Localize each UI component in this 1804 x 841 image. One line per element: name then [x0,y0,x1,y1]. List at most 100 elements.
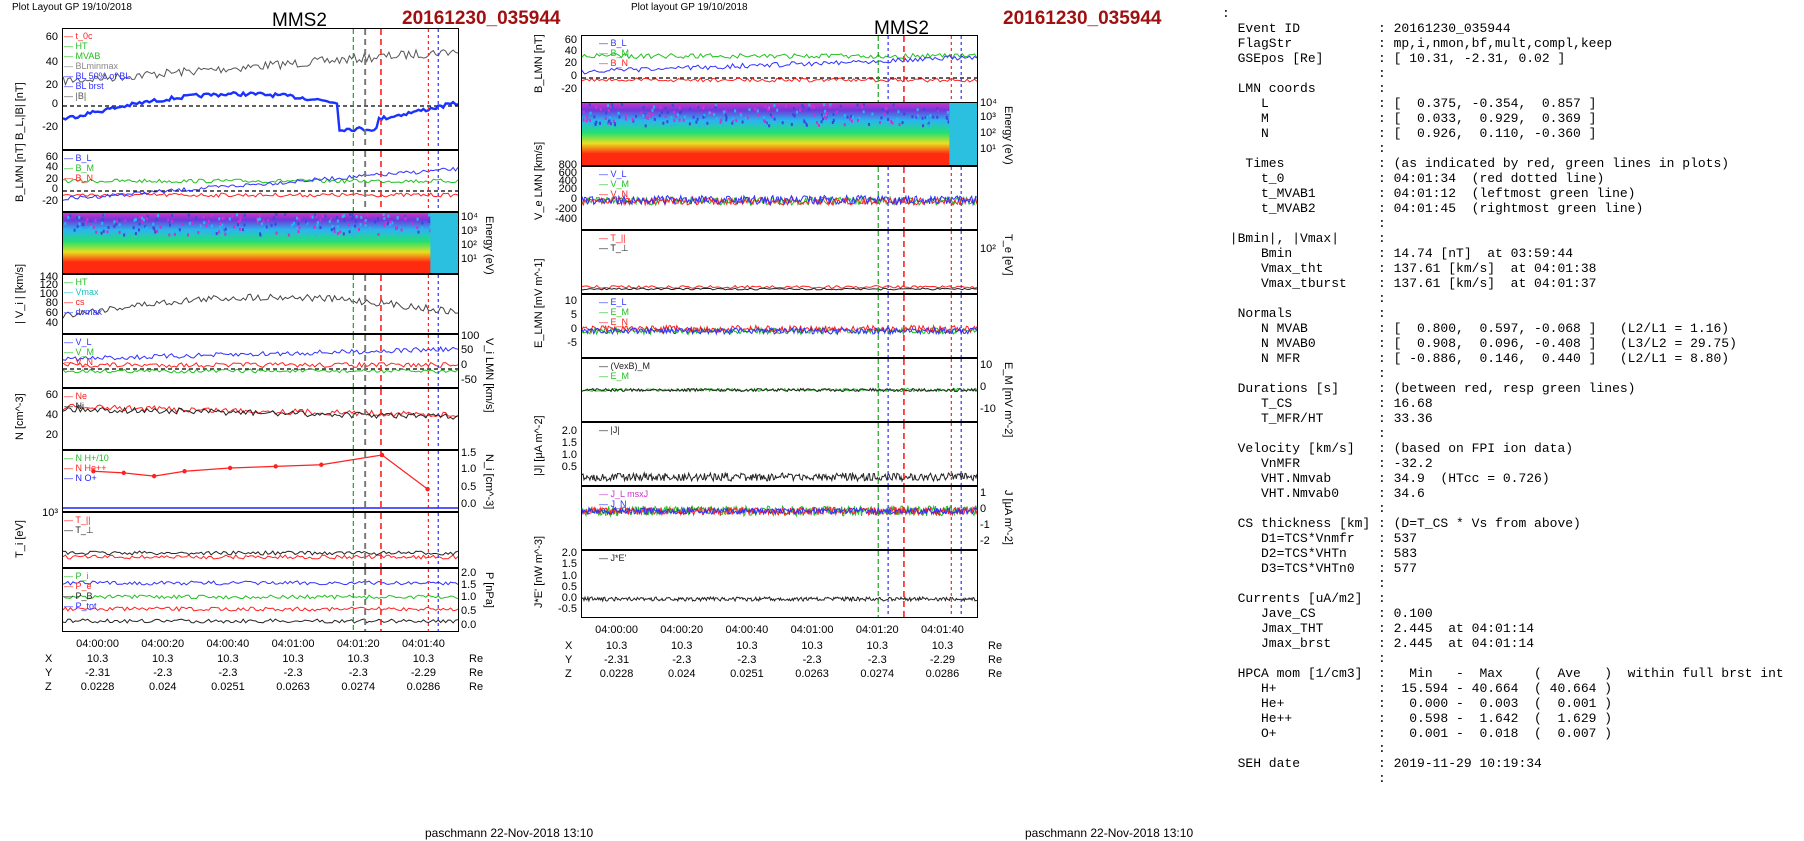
right-title: MMS2 [874,18,929,39]
left-panel-8-plot [62,569,459,631]
right-panel-3-plot [581,231,978,293]
right-panel-3 [581,230,978,294]
right-pos-X-5: 10.3 [931,640,954,652]
left-panel-8-series-3 [62,618,459,624]
right-panel-4-ytick-1: 5 [570,309,577,321]
left-panel-0-series-1 [62,90,459,133]
left-pos-Z-0: 0.0228 [80,681,115,693]
left-legend-item: — B_N [64,173,94,183]
right-panel-1-ylabel: Energy (eV) [1002,106,1014,165]
right-panel-8-legend: — J*E' [599,553,626,563]
right-legend-item: — V_L [599,169,627,179]
left-panel-4-legend: — V_L — V_M — V_N [64,337,94,367]
right-panel-3-rtick-0: 10² [980,243,996,255]
right-pos-unit: Re [988,668,1003,680]
left-time-tick-4: 04:01:20 [336,638,380,650]
right-panel-0-ytick-0: 60 [564,34,577,46]
right-legend-item: — V_N [599,189,629,199]
left-panel-4-rtick-2: 0 [461,359,468,371]
left-legend-item: — N H+/10 [64,453,109,463]
left-legend-item: — HT [64,41,88,51]
left-panel-3-ytick-0: 140 [39,271,58,283]
right-panel-3-ylabel: T_e [eV] [1002,234,1014,276]
left-legend-item: — |B| [64,91,87,101]
left-panel-4-plot [62,335,459,387]
right-legend-item: — T_⊥ [599,243,629,253]
right-pos-X-1: 10.3 [671,640,693,652]
left-panel-5-ytick-1: 40 [45,409,58,421]
left-pos-unit: Re [469,681,484,693]
right-panel-2-plot [581,167,978,229]
left-pos-label-Y: Y [45,667,53,679]
left-legend-item: — B_L [64,153,92,163]
right-pos-Z-5: 0.0286 [925,668,960,680]
right-panel-6-plot [581,423,978,485]
right-panel-1-rtick-2: 10² [980,127,996,139]
right-pos-Z-0: 0.0228 [599,668,634,680]
right-panel-4-plot [581,295,978,357]
left-legend-item: — P_i [64,571,89,581]
right-panel-8-ytick-3: 0.5 [561,581,577,593]
right-pos-unit: Re [988,640,1003,652]
left-panel-2-ylabel: Energy (eV) [483,216,495,275]
right-pos-Y-4: -2.3 [867,654,887,666]
right-panel-1-rtick-0: 10⁴ [980,97,997,109]
he-point [91,469,96,474]
right-time-tick-1: 04:00:20 [660,624,704,636]
left-panel-5-series-0 [62,403,459,419]
left-panel-1-ytick-2: 20 [45,173,58,185]
left-panel-0-ytick-3: 0 [51,98,58,110]
right-pos-unit: Re [988,654,1003,666]
right-footer: paschmann 22-Nov-2018 13:10 [1025,826,1194,840]
he-point [227,465,233,471]
left-panel-2 [62,212,459,274]
left-panel-0-ytick-4: -20 [42,121,58,133]
right-pos-X-4: 10.3 [866,640,888,652]
left-panel-1-ytick-3: 0 [51,183,58,195]
left-legend-item: — BLminmax [64,61,119,71]
right-panel-1 [581,102,978,166]
left-panel-8-rtick-2: 1.0 [461,591,477,603]
right-panel-8-ytick-5: -0.5 [558,603,577,615]
left-panel-5-ylabel: N [cm^-3] [14,393,26,440]
left-pos-Y-3: -2.3 [283,667,303,679]
he-series-line [93,454,428,490]
left-panel-8-series-2 [62,606,459,612]
right-panel-6-ytick-3: 0.5 [561,461,577,473]
right-legend-item: — T_|| [599,233,626,243]
left-panel-7-legend: — T_|| — T_⊥ [64,515,94,535]
left-legend-item: — BL 50% of BL [64,71,131,81]
left-legend-item: — T_⊥ [64,525,94,535]
right-panel-0-series-2 [581,55,978,75]
right-panel-7-rtick-3: -2 [980,535,990,547]
left-pos-X-5: 10.3 [412,653,435,665]
left-panel-5-plot [62,389,459,449]
right-panel-4-ytick-0: 10 [564,295,577,307]
left-pos-unit: Re [469,667,484,679]
right-panel-1-rtick-3: 10¹ [980,143,996,155]
right-pos-X-2: 10.3 [736,640,758,652]
right-panel-6-ytick-2: 1.0 [561,449,577,461]
left-panel-1 [62,150,459,212]
right-panel-7 [581,486,978,550]
right-panel-8-ytick-1: 1.5 [561,558,577,570]
left-pos-X-3: 10.3 [282,653,304,665]
right-panel-8-ylabel: J*E' [nW m^-3] [533,535,545,608]
right-panel-5-rtick-2: -10 [980,403,996,415]
right-legend-item: — J_N [599,499,627,509]
right-panel-7-series-2 [581,506,978,516]
right-pos-Y-5: -2.29 [929,654,955,666]
left-panel-3-ytick-5: 40 [45,317,58,329]
left-legend-item: — t_0c [64,31,93,41]
right-legend-item: — V_M [599,179,630,189]
right-panel-4-ytick-2: 0 [570,323,577,335]
left-panel-1-plot [62,151,459,211]
right-panel-8-series-0 [581,595,978,603]
right-panel-2-ytick-0: 800 [558,159,577,171]
left-legend-item: — V_M [64,347,95,357]
left-panel-3-ytick-1: 120 [39,279,58,291]
right-panel-7-plot [581,487,978,549]
right-panel-2-ytick-5: -200 [554,203,577,215]
left-panel-2-rtick-2: 10² [461,239,477,251]
left-legend-item: — P_B [64,591,93,601]
